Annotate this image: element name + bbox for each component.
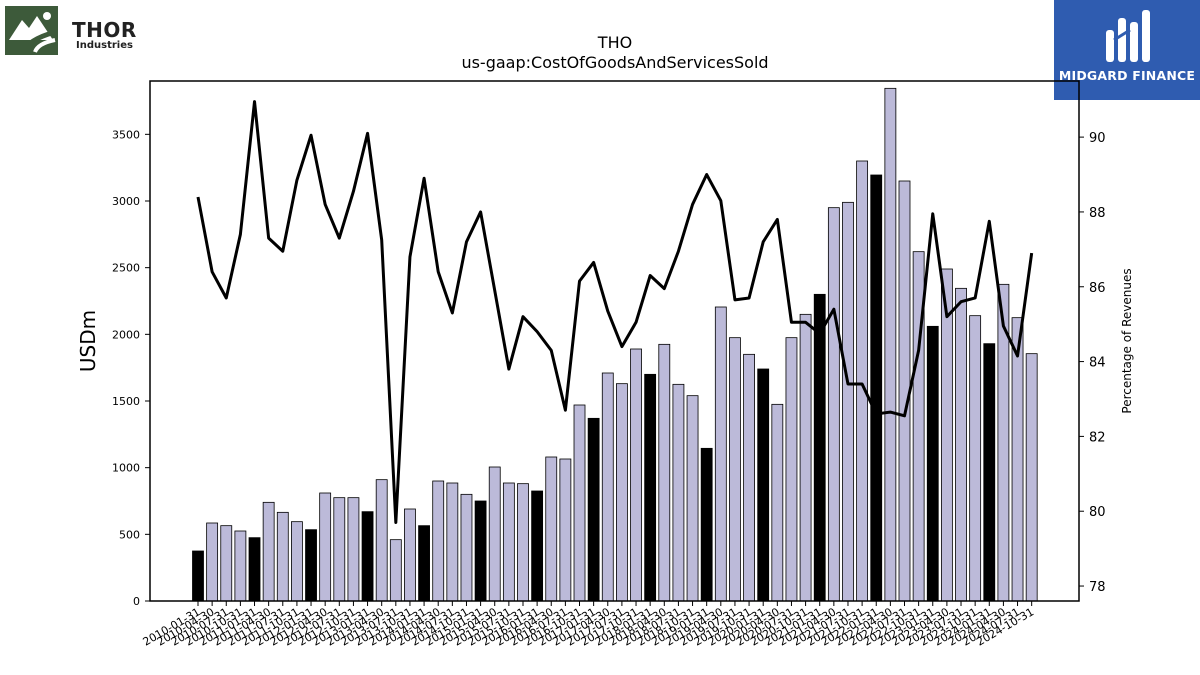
y-tick-label: 3000 xyxy=(112,195,140,208)
bar-2010-10-31 xyxy=(234,530,247,602)
bar-2020-10-31 xyxy=(799,313,812,602)
y-tick-label: 1000 xyxy=(112,462,140,475)
bar-2010-01-31 xyxy=(192,550,204,602)
bar-2024-01-31 xyxy=(983,343,996,602)
y2-tick-label: 78 xyxy=(1089,580,1106,595)
y-tick-label: 0 xyxy=(133,595,140,608)
y-tick-label: 2000 xyxy=(112,328,140,341)
bar-2019-10-31 xyxy=(743,353,755,602)
bar-2015-07-31 xyxy=(502,482,515,602)
chart-subtitle: us-gaap:CostOfGoodsAndServicesSold xyxy=(461,53,768,72)
bar-2010-04-30 xyxy=(206,522,219,602)
bar-2017-10-31 xyxy=(630,348,642,602)
bar-2013-01-31 xyxy=(361,511,374,602)
bar-2013-04-30 xyxy=(375,479,388,602)
bar-2024-10-31 xyxy=(1025,353,1038,602)
y2-tick-label: 90 xyxy=(1089,131,1106,146)
bar-2012-10-31 xyxy=(347,497,360,602)
thor-mountain-road-icon xyxy=(5,6,58,55)
y-tick-label: 1500 xyxy=(112,395,140,408)
bar-2024-07-31 xyxy=(1011,317,1024,602)
bar-2014-07-31 xyxy=(446,482,459,602)
bar-2019-04-30 xyxy=(714,306,727,602)
y-axis-label: USDm xyxy=(76,310,100,372)
bar-2021-07-31 xyxy=(842,201,854,602)
midgard-m-icon xyxy=(1106,10,1150,62)
y-tick-label: 2500 xyxy=(112,262,140,275)
bar-2010-07-31 xyxy=(220,525,233,602)
bar-2020-01-31 xyxy=(757,368,770,602)
bar-2018-10-31 xyxy=(686,395,699,602)
bar-2014-10-31 xyxy=(460,493,473,602)
y2-tick-label: 86 xyxy=(1089,281,1106,296)
bar-2015-10-31 xyxy=(517,483,529,602)
bar-2017-01-31 xyxy=(587,417,600,602)
y2-axis-label: Percentage of Revenues xyxy=(1120,268,1134,413)
bar-2016-07-31 xyxy=(559,458,572,602)
thor-logo-name: THOR xyxy=(72,18,137,42)
thor-logo-subname: Industries xyxy=(76,40,133,51)
y-tick-label: 500 xyxy=(119,528,140,541)
bar-2016-10-31 xyxy=(573,404,586,602)
bar-2012-01-31 xyxy=(305,529,317,602)
thor-industries-logo: THOR Industries xyxy=(5,6,145,58)
bar-2013-10-31 xyxy=(404,508,416,602)
bar-2017-07-31 xyxy=(616,383,628,602)
bar-2021-04-30 xyxy=(827,207,840,602)
bar-2015-04-30 xyxy=(488,466,501,602)
y2-tick-label: 84 xyxy=(1089,356,1106,371)
bar-2021-01-31 xyxy=(813,293,826,602)
bar-2023-01-31 xyxy=(926,325,939,602)
bar-2017-04-30 xyxy=(601,372,614,602)
bar-2018-07-31 xyxy=(672,383,685,602)
bar-2018-01-31 xyxy=(644,373,657,602)
bar-2018-04-30 xyxy=(658,343,671,602)
bar-2022-04-30 xyxy=(884,87,897,602)
plot-frame xyxy=(149,80,1080,602)
bar-2020-07-31 xyxy=(785,337,798,602)
bar-2014-01-31 xyxy=(418,525,430,602)
y-tick-label: 3500 xyxy=(112,128,140,141)
percentage-of-revenues-line xyxy=(196,100,1034,524)
y2-tick-label: 88 xyxy=(1089,206,1106,221)
bar-2023-10-31 xyxy=(969,315,982,602)
bar-2012-04-30 xyxy=(319,492,332,602)
bar-2016-01-31 xyxy=(531,490,544,602)
midgard-logo-name: MIDGARD FINANCE xyxy=(1058,68,1196,83)
bar-2015-01-31 xyxy=(474,500,487,602)
bar-2014-04-30 xyxy=(432,480,445,602)
bar-2022-01-31 xyxy=(870,174,883,602)
bar-2013-07-31 xyxy=(389,539,402,602)
bar-2011-07-31 xyxy=(276,511,289,602)
bar-2021-10-31 xyxy=(856,160,869,602)
bar-2011-10-31 xyxy=(291,521,303,602)
bar-2020-04-30 xyxy=(771,403,784,602)
bar-series xyxy=(192,87,1038,602)
y2-tick-label: 82 xyxy=(1089,430,1106,445)
bar-2011-01-31 xyxy=(248,537,261,602)
bar-2012-07-31 xyxy=(333,497,346,602)
bar-2016-04-30 xyxy=(545,456,558,602)
bar-2023-04-30 xyxy=(940,268,953,602)
bar-2011-04-30 xyxy=(262,501,275,602)
line-series xyxy=(196,100,1034,524)
bar-2023-07-31 xyxy=(955,287,967,602)
bar-2019-07-31 xyxy=(729,337,741,602)
chart-title: THO xyxy=(597,33,632,52)
y2-tick-label: 80 xyxy=(1089,505,1106,520)
bar-2019-01-31 xyxy=(700,447,713,602)
